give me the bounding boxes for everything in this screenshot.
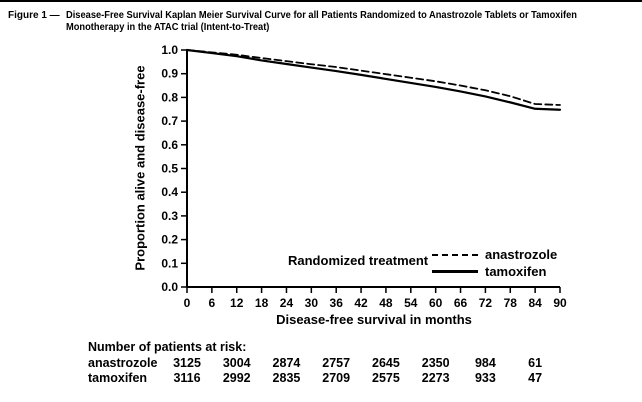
at-risk-value: 2709 (322, 371, 351, 385)
at-risk-value: 933 (474, 371, 496, 385)
at-risk-value: 2273 (421, 371, 450, 385)
x-tick-label: 84 (528, 296, 542, 310)
at-risk-value: 984 (474, 356, 496, 370)
x-tick-label: 90 (553, 296, 567, 310)
legend-entry-tamoxifen: tamoxifen (432, 264, 546, 279)
at-risk-row-tamoxifen: tamoxifen 3116 2992 2835 2709 2575 2273 933 47 (0, 371, 642, 386)
legend-title: Randomized treatment (288, 253, 429, 268)
y-tick-label: 0.2 (161, 233, 178, 247)
solid-line-sample-icon (432, 270, 478, 273)
at-risk-heading: Number of patients at risk: (88, 340, 247, 354)
at-risk-value: 3004 (222, 356, 251, 370)
x-tick-label: 78 (504, 296, 518, 310)
y-tick-label: 0.6 (161, 138, 178, 152)
x-tick-label: 30 (305, 296, 319, 310)
y-tick-label: 0.3 (161, 209, 178, 223)
at-risk-row-label: anastrozole (88, 356, 158, 370)
at-risk-value: 2575 (372, 371, 400, 385)
y-tick-label: 0.5 (161, 162, 178, 176)
series-curve-tamoxifen (185, 48, 562, 111)
series-curve-anastrozole (186, 49, 561, 106)
at-risk-value: 61 (528, 356, 543, 370)
y-tick-label: 0.7 (161, 114, 178, 128)
x-tick-label: 36 (330, 296, 344, 310)
x-tick-label: 54 (404, 296, 418, 310)
at-risk-value: 2757 (322, 356, 351, 370)
legend-label-anastrozole: anastrozole (485, 247, 558, 262)
figure-title-line1: Disease-Free Survival Kaplan Meier Survi… (66, 10, 577, 21)
y-tick-label: 0.0 (161, 280, 178, 294)
at-risk-value: 47 (528, 371, 543, 385)
figure-caption: Figure 1 — Disease-Free Survival Kaplan … (8, 10, 615, 33)
at-risk-value: 2992 (222, 371, 251, 385)
x-tick-label: 48 (379, 296, 393, 310)
x-tick-label: 42 (354, 296, 368, 310)
at-risk-row-label: tamoxifen (88, 371, 148, 385)
at-risk-value: 2645 (372, 356, 400, 370)
y-tick-label: 0.4 (161, 185, 178, 199)
y-tick-label: 0.9 (161, 67, 178, 81)
at-risk-row-anastrozole: anastrozole 3125 3004 2874 2757 2645 2350 984 6… (0, 356, 642, 371)
at-risk-value: 2350 (421, 356, 450, 370)
x-tick-label: 60 (429, 296, 443, 310)
at-risk-value: 2874 (272, 356, 301, 370)
x-tick-label: 0 (184, 296, 191, 310)
figure-title-line2: Monotherapy in the ATAC trial (Intent-to… (66, 21, 270, 33)
x-tick-label: 18 (255, 296, 269, 310)
at-risk-value: 2835 (272, 371, 301, 385)
x-tick-label: 12 (230, 296, 244, 310)
x-tick-label: 72 (479, 296, 493, 310)
y-tick-label: 0.8 (161, 90, 178, 104)
y-tick-label: 0.1 (161, 256, 178, 270)
at-risk-value: 3116 (173, 371, 201, 385)
dashed-line-sample-icon (432, 253, 478, 256)
at-risk-value: 3125 (173, 356, 201, 370)
x-tick-label: 24 (280, 296, 294, 310)
x-tick-label: 6 (209, 296, 216, 310)
y-axis-title: Proportion alive and disease-free (132, 65, 148, 271)
x-tick-label: 66 (454, 296, 468, 310)
y-tick-label: 1.0 (161, 43, 178, 57)
figure-number-label: Figure 1 — (8, 10, 60, 21)
legend-label-tamoxifen: tamoxifen (485, 264, 547, 279)
figure-title: Disease-Free Survival Kaplan Meier Survi… (66, 10, 577, 33)
x-axis-title: Disease-free survival in months (276, 312, 472, 327)
legend-entry-anastrozole: anastrozole (432, 247, 557, 262)
